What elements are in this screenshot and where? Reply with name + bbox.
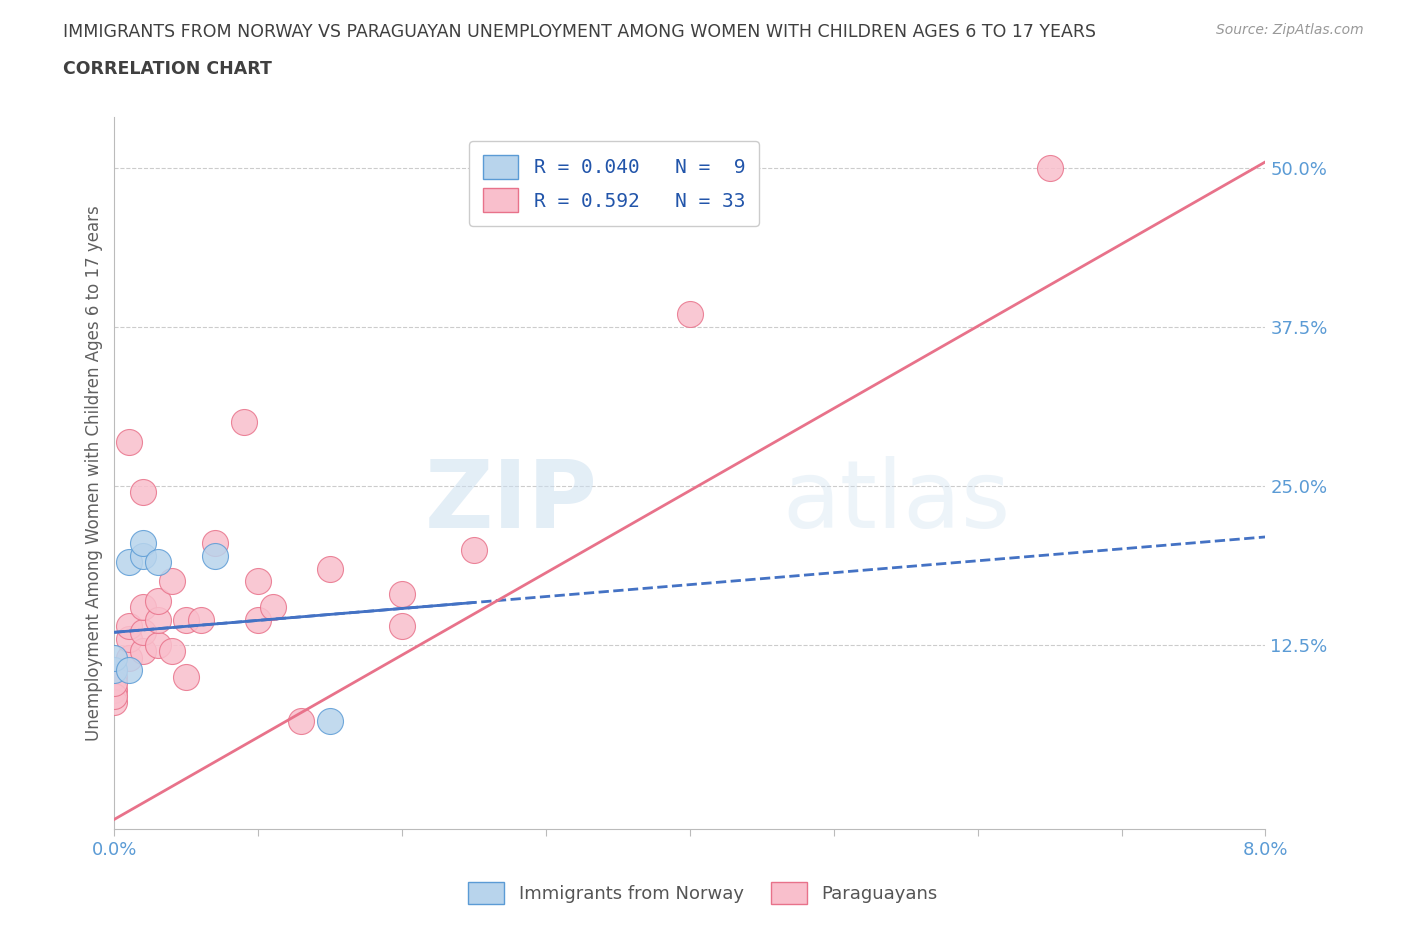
Point (319, 562, 342, 577)
Text: atlas: atlas (782, 456, 1011, 548)
Point (247, 574, 270, 589)
Point (204, 536, 226, 551)
Legend: R = 0.040   N =  9, R = 0.592   N = 33: R = 0.040 N = 9, R = 0.592 N = 33 (470, 141, 759, 226)
Point (118, 555, 141, 570)
Point (146, 612, 169, 627)
Point (463, 542, 485, 557)
Point (132, 485, 155, 499)
Legend: Immigrants from Norway, Paraguayans: Immigrants from Norway, Paraguayans (461, 875, 945, 911)
Point (176, 612, 198, 627)
Point (132, 549, 155, 564)
Point (160, 574, 183, 589)
Point (132, 600, 155, 615)
Point (262, 600, 284, 615)
Point (103, 682, 125, 697)
Point (1039, 161, 1062, 176)
Text: CORRELATION CHART: CORRELATION CHART (63, 60, 273, 78)
Point (146, 638, 169, 653)
Point (103, 676, 125, 691)
Point (176, 670, 198, 684)
Point (391, 587, 413, 602)
Point (118, 663, 141, 678)
Point (118, 631, 141, 646)
Point (118, 618, 141, 633)
Point (160, 644, 183, 658)
Point (232, 415, 254, 430)
Text: Source: ZipAtlas.com: Source: ZipAtlas.com (1216, 23, 1364, 37)
Point (103, 670, 125, 684)
Point (103, 695, 125, 710)
Point (204, 549, 226, 564)
Text: ZIP: ZIP (425, 456, 598, 548)
Point (132, 625, 155, 640)
Point (132, 644, 155, 658)
Point (146, 555, 169, 570)
Point (103, 663, 125, 678)
Point (319, 714, 342, 729)
Y-axis label: Unemployment Among Women with Children Ages 6 to 17 years: Unemployment Among Women with Children A… (86, 206, 103, 741)
Point (103, 650, 125, 665)
Point (132, 536, 155, 551)
Point (103, 688, 125, 703)
Point (247, 612, 270, 627)
Point (118, 650, 141, 665)
Point (679, 307, 702, 322)
Text: IMMIGRANTS FROM NORWAY VS PARAGUAYAN UNEMPLOYMENT AMONG WOMEN WITH CHILDREN AGES: IMMIGRANTS FROM NORWAY VS PARAGUAYAN UNE… (63, 23, 1097, 41)
Point (391, 618, 413, 633)
Point (118, 434, 141, 449)
Point (146, 593, 169, 608)
Point (190, 612, 212, 627)
Point (290, 714, 312, 729)
